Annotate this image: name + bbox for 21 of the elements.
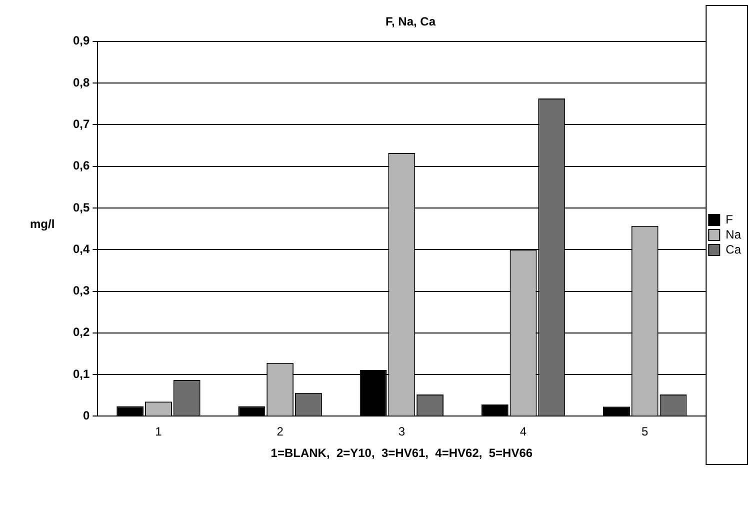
y-tick-label: 0,1: [72, 366, 90, 381]
y-axis-title: mg/l: [30, 217, 55, 232]
legend-label: Ca: [726, 242, 742, 256]
x-tick-label: 5: [642, 424, 649, 439]
y-tick-label: 0: [82, 408, 90, 423]
legend-label: Na: [726, 227, 742, 242]
x-tick-label: 1: [155, 424, 162, 439]
y-tick-label: 0,8: [72, 75, 90, 90]
y-tick-label: 0,4: [72, 242, 90, 256]
y-tick-label: 0,2: [72, 325, 90, 340]
y-tick-label: 0,6: [72, 158, 90, 173]
x-tick-label: 3: [398, 424, 406, 439]
x-axis-title: 1=BLANK, 2=Y10, 3=HV61, 4=HV62, 5=HV66: [270, 446, 533, 460]
y-tick-label: 0,5: [72, 200, 90, 214]
legend-label: F: [726, 212, 734, 226]
y-tick-label: 0,9: [72, 34, 90, 48]
y-tick-label: 0,3: [72, 284, 90, 298]
x-tick-label: 4: [520, 424, 527, 439]
y-tick-label: 0,7: [72, 117, 90, 131]
chart-title: F, Na, Ca: [385, 14, 436, 29]
x-tick-label: 2: [276, 424, 284, 439]
